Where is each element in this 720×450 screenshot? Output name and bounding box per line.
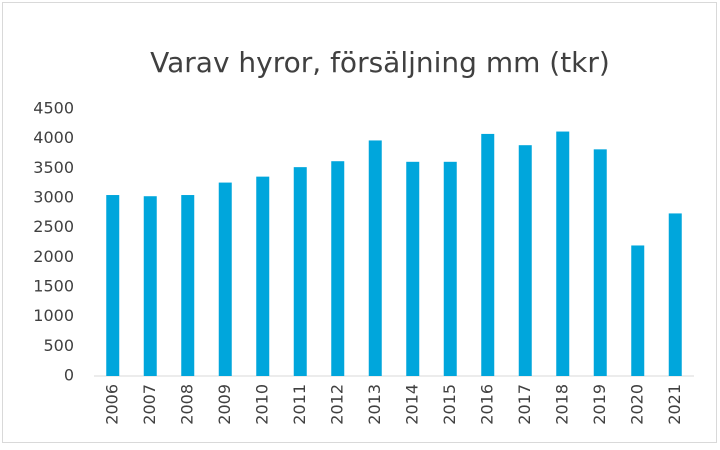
x-tick-label: 2017 (515, 384, 534, 425)
x-tick-label: 2010 (252, 384, 271, 425)
x-tick-label: 2011 (290, 384, 309, 425)
bar (556, 131, 570, 376)
x-tick-label: 2012 (327, 384, 346, 425)
bar (668, 213, 682, 376)
x-tick-label: 2020 (627, 384, 646, 425)
x-tick-label: 2007 (140, 384, 159, 425)
y-tick-label: 3000 (33, 188, 74, 207)
bar (143, 196, 157, 376)
bar (406, 161, 420, 376)
y-tick-label: 4500 (33, 99, 74, 118)
bar (518, 145, 532, 376)
bar (481, 133, 495, 376)
y-tick-label: 4000 (33, 128, 74, 147)
x-tick-label: 2006 (102, 384, 121, 425)
bar (256, 176, 270, 376)
x-tick-label: 2014 (402, 384, 421, 425)
x-tick-label: 2013 (365, 384, 384, 425)
chart-title: Varav hyror, försäljning mm (tkr) (150, 46, 610, 79)
x-tick-label: 2018 (552, 384, 571, 425)
x-tick-label: 2019 (590, 384, 609, 425)
x-tick-label: 2021 (665, 384, 684, 425)
bar (593, 149, 607, 376)
y-tick-label: 1500 (33, 277, 74, 296)
y-tick-label: 2000 (33, 247, 74, 266)
bar (631, 245, 645, 376)
bar (181, 195, 195, 376)
y-tick-label: 500 (43, 336, 74, 355)
bar (218, 182, 232, 376)
bar (293, 167, 307, 376)
x-tick-label: 2015 (440, 384, 459, 425)
x-tick-label: 2016 (477, 384, 496, 425)
bar (368, 140, 382, 376)
y-tick-label: 2500 (33, 217, 74, 236)
x-tick-label: 2009 (215, 384, 234, 425)
y-tick-label: 1000 (33, 306, 74, 325)
y-tick-label: 3500 (33, 158, 74, 177)
y-tick-label: 0 (64, 366, 74, 385)
bar (331, 161, 345, 376)
bar (443, 161, 457, 376)
bar (106, 195, 120, 376)
x-tick-label: 2008 (177, 384, 196, 425)
